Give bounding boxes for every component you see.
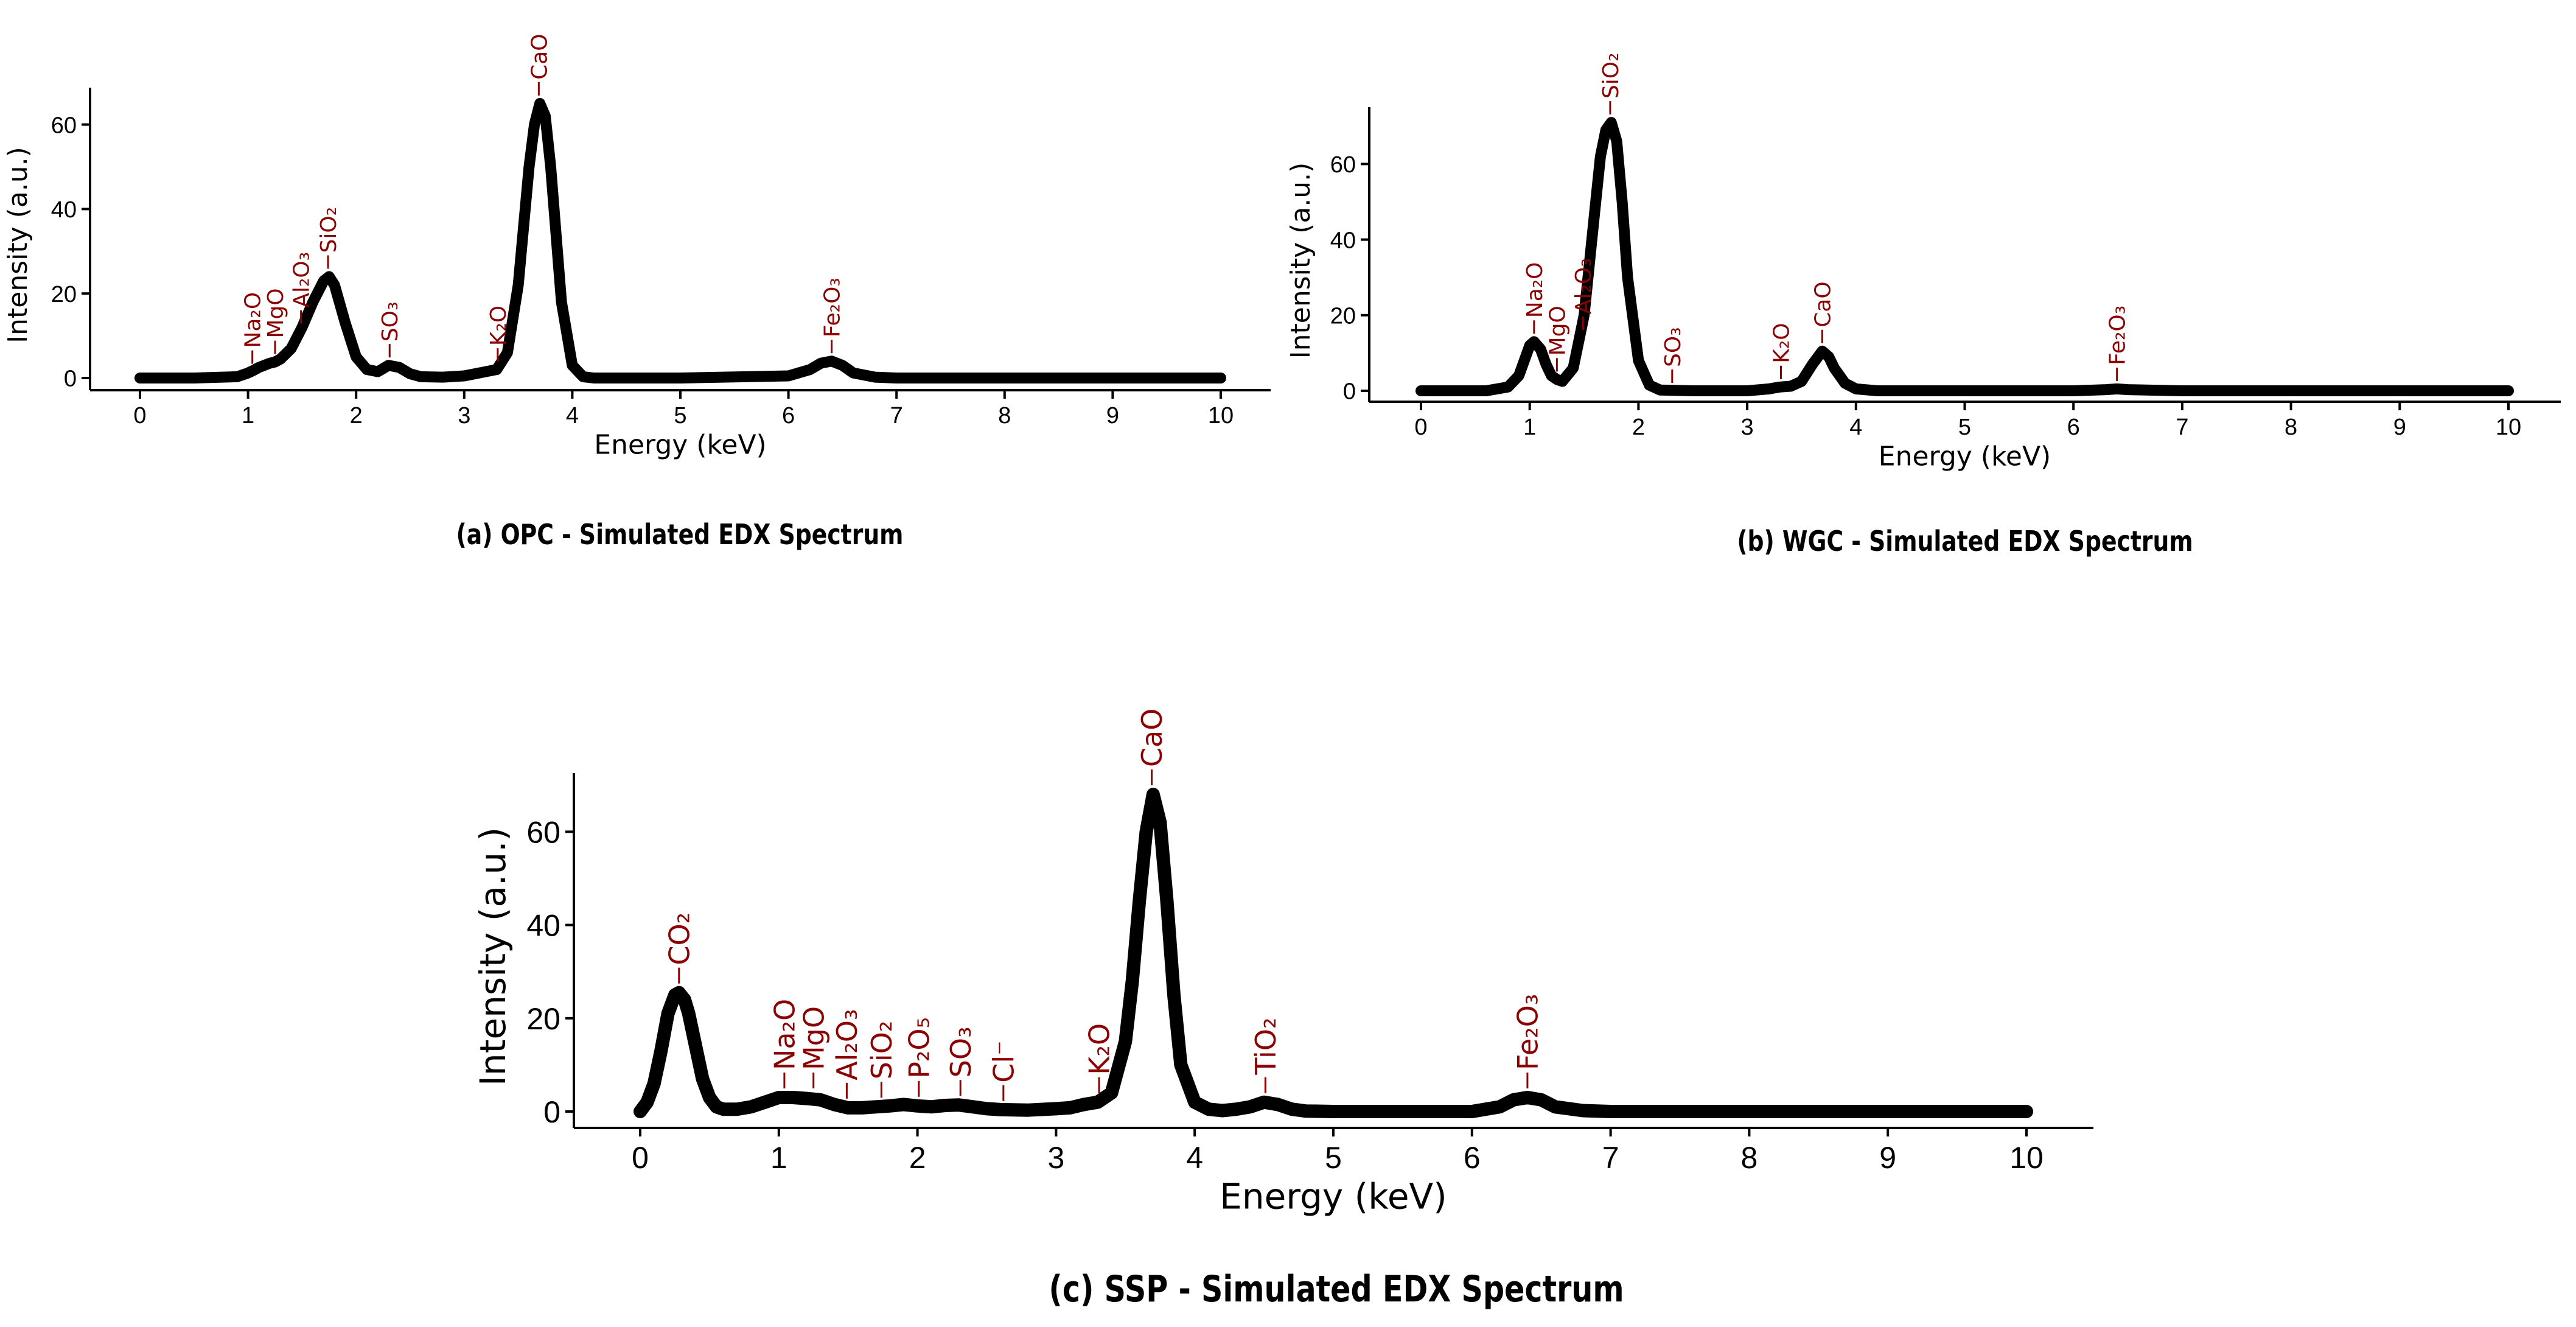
y-tick-label: 40: [1330, 228, 1356, 253]
y-tick-label: 20: [1330, 303, 1356, 329]
panel-a-caption: (a) OPC - Simulated EDX Spectrum: [456, 518, 904, 551]
x-tick-label: 2: [1632, 415, 1645, 440]
x-tick-label: 8: [1740, 1141, 1757, 1175]
y-axis-title: Intensity (a.u.): [1285, 163, 1316, 359]
x-tick-label: 0: [632, 1141, 649, 1175]
panel-b-caption: (b) WGC - Simulated EDX Spectrum: [1737, 525, 2193, 558]
y-tick-label: 20: [51, 282, 77, 307]
x-tick-label: 7: [1602, 1141, 1619, 1175]
spectrum-line: [134, 97, 1226, 383]
x-tick-label: 9: [1879, 1141, 1896, 1175]
x-tick-label: 1: [770, 1141, 787, 1175]
x-tick-label: 7: [2176, 415, 2188, 440]
spectrum-line: [1415, 117, 2514, 396]
y-tick-label: 40: [51, 197, 77, 223]
x-tick-label: 8: [998, 403, 1011, 429]
peak-label: CaO: [527, 33, 552, 80]
x-axis-title: Energy (keV): [1220, 1176, 1447, 1217]
x-tick-label: 3: [1741, 415, 1754, 440]
x-tick-label: 6: [782, 403, 795, 429]
x-tick-label: 10: [2496, 415, 2521, 440]
x-tick-label: 10: [2009, 1141, 2044, 1175]
x-tick-label: 5: [674, 403, 686, 429]
peak-label: CO₂: [663, 912, 696, 965]
spectrum-line: [634, 788, 2033, 1118]
y-axis-title: Intensity (a.u.): [2, 147, 33, 343]
peak-label: SO₃: [944, 1026, 977, 1077]
x-tick-label: 4: [566, 403, 579, 429]
y-tick-label: 0: [1343, 379, 1356, 405]
peak-label: CaO: [1810, 281, 1835, 327]
x-tick-label: 8: [2285, 415, 2297, 440]
peak-label: MgO: [264, 288, 288, 338]
peak-label: K₂O: [1083, 1023, 1116, 1075]
y-tick-label: 60: [51, 113, 77, 138]
peak-label: K₂O: [486, 306, 511, 346]
peak-label: Na₂O: [1523, 262, 1548, 318]
y-tick-label: 60: [526, 815, 560, 849]
peak-label: P₂O₅: [902, 1017, 935, 1079]
peak-label: Fe₂O₃: [2106, 306, 2131, 365]
x-axis-title: Energy (keV): [1879, 441, 2051, 472]
peak-label: SO₃: [1661, 327, 1686, 367]
x-tick-label: 5: [1958, 415, 1971, 440]
x-tick-label: 3: [1047, 1141, 1064, 1175]
peak-label: Al₂O₃: [290, 252, 315, 308]
peak-label: Na₂O: [768, 999, 801, 1070]
peak-label: Al₂O₃: [1571, 258, 1596, 314]
x-tick-label: 4: [1186, 1141, 1203, 1175]
x-tick-label: 9: [1106, 403, 1119, 429]
peak-label: SO₃: [378, 302, 403, 342]
peak-label: SiO₂: [316, 207, 341, 253]
x-tick-label: 2: [909, 1141, 926, 1175]
y-tick-label: 20: [526, 1002, 560, 1036]
y-axis-title: Intensity (a.u.): [472, 827, 514, 1086]
y-tick-label: 0: [543, 1095, 560, 1129]
x-tick-label: 5: [1325, 1141, 1342, 1175]
peak-label: Al₂O₃: [831, 1009, 864, 1080]
x-tick-label: 1: [1523, 415, 1536, 440]
y-tick-label: 40: [526, 909, 560, 943]
x-tick-label: 2: [350, 403, 363, 429]
x-tick-label: 0: [1414, 415, 1427, 440]
peak-label: Fe₂O₃: [1511, 994, 1544, 1070]
peak-label: MgO: [797, 1006, 830, 1070]
x-tick-label: 4: [1849, 415, 1862, 440]
peak-label: Cl⁻: [987, 1041, 1020, 1083]
y-tick-label: 0: [64, 366, 77, 392]
peak-label: Fe₂O₃: [820, 278, 845, 337]
peak-label: MgO: [1545, 306, 1570, 355]
x-tick-label: 7: [890, 403, 903, 429]
peak-label: Na₂O: [241, 292, 266, 348]
x-axis-title: Energy (keV): [594, 430, 766, 461]
peak-label: TiO₂: [1249, 1018, 1282, 1076]
x-tick-label: 3: [458, 403, 470, 429]
peak-label: SiO₂: [1599, 52, 1624, 99]
x-tick-label: 9: [2393, 415, 2406, 440]
x-tick-label: 1: [242, 403, 254, 429]
x-tick-label: 6: [1464, 1141, 1481, 1175]
x-tick-label: 0: [133, 403, 146, 429]
y-tick-label: 60: [1330, 152, 1356, 178]
peak-label: CaO: [1136, 709, 1168, 768]
peak-label: SiO₂: [865, 1021, 898, 1080]
x-tick-label: 6: [2067, 415, 2080, 440]
peak-label: K₂O: [1769, 323, 1794, 363]
panel-c-caption: (c) SSP - Simulated EDX Spectrum: [1049, 1268, 1624, 1311]
x-tick-label: 10: [1208, 403, 1234, 429]
